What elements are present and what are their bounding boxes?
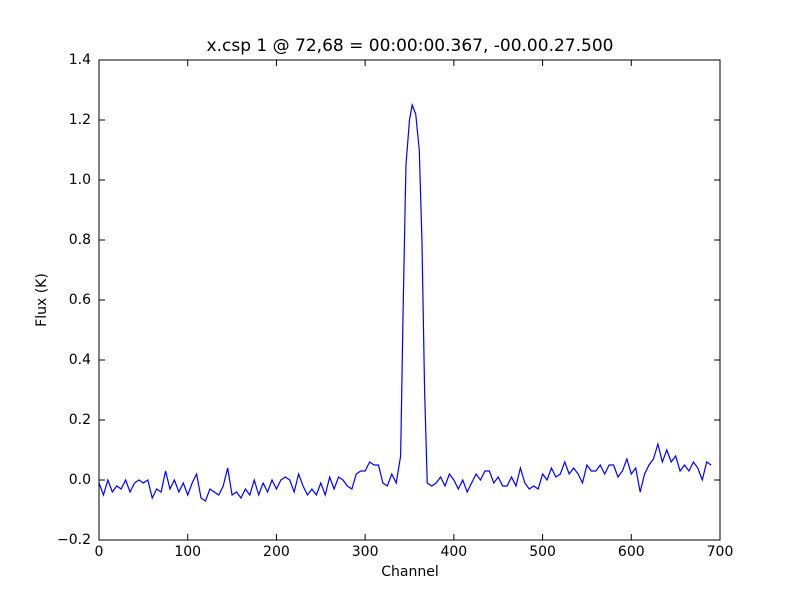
y-tick-label: −0.2 <box>57 532 91 548</box>
x-tick-label: 600 <box>618 544 645 560</box>
chart-title: x.csp 1 @ 72,68 = 00:00:00.367, -00.00.2… <box>207 36 614 56</box>
y-tick-label: 0.6 <box>69 292 91 308</box>
plot-frame <box>98 59 721 541</box>
x-axis-label: Channel <box>381 564 438 580</box>
x-tick-label: 500 <box>529 544 556 560</box>
x-tick-label: 100 <box>174 544 201 560</box>
x-tick-label: 300 <box>352 544 379 560</box>
y-tick-label: 1.0 <box>69 172 91 188</box>
y-tick-label: 0.8 <box>69 232 91 248</box>
x-tick-label: 700 <box>707 544 734 560</box>
y-tick-label: 0.4 <box>69 352 91 368</box>
y-axis-label: Flux (K) <box>34 273 50 327</box>
y-tick-label: 1.4 <box>69 52 91 68</box>
x-tick-label: 0 <box>95 544 104 560</box>
x-tick-label: 400 <box>440 544 467 560</box>
x-tick-label: 200 <box>263 544 290 560</box>
data-line <box>99 102 712 502</box>
y-tick-label: 1.2 <box>69 112 91 128</box>
y-tick-label: 0.2 <box>69 412 91 428</box>
y-tick-label: 0.0 <box>69 472 91 488</box>
